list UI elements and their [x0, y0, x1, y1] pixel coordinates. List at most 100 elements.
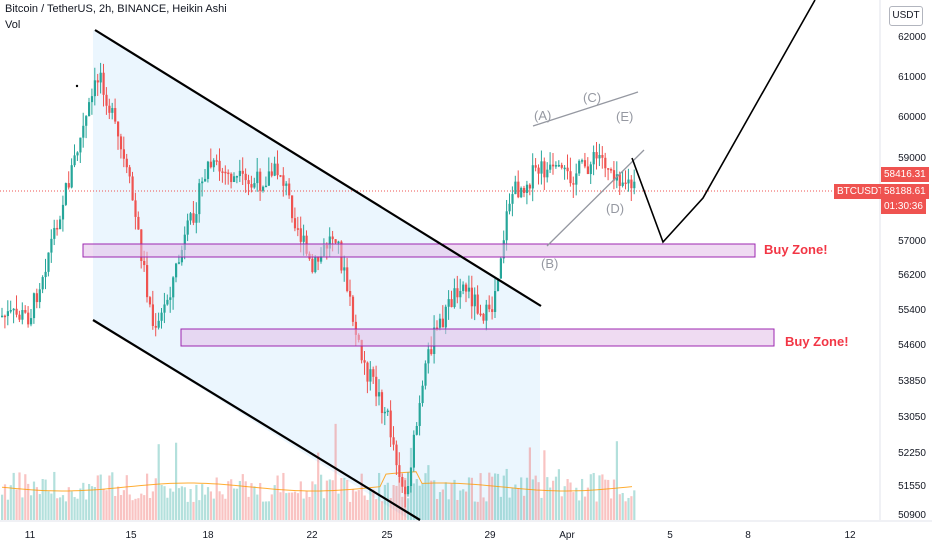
candle-body	[453, 288, 456, 308]
volume-bar	[241, 474, 244, 520]
candle-body	[447, 299, 450, 307]
volume-bar	[450, 483, 453, 520]
buy-zone-upper	[82, 243, 756, 258]
volume-bar	[38, 494, 41, 520]
volume-bar	[569, 482, 572, 520]
wave-label-d: (D)	[606, 201, 624, 216]
candle-body	[589, 164, 592, 175]
x-tick-label: 11	[25, 530, 36, 541]
volume-bar	[488, 472, 491, 520]
candle-body	[624, 182, 627, 185]
volume-bar	[250, 483, 253, 520]
volume-bar	[363, 495, 366, 520]
volume-bar	[525, 477, 529, 520]
candle-body	[119, 136, 123, 150]
volume-bar	[554, 476, 558, 520]
volume-bar	[35, 487, 38, 520]
volume-bar	[238, 480, 241, 520]
volume-bar	[578, 500, 581, 520]
candle-body	[189, 213, 192, 221]
volume-bar	[560, 496, 563, 520]
candle-body	[227, 172, 230, 175]
volume-bar	[583, 496, 587, 520]
volume-bar	[259, 482, 262, 520]
candle-body	[64, 183, 67, 205]
volume-bar	[18, 472, 21, 520]
candle-body	[102, 72, 105, 95]
volume-bar	[467, 477, 471, 520]
candle-body	[514, 181, 517, 195]
currency-unit-button[interactable]: USDT	[889, 6, 923, 26]
volume-bar	[99, 474, 102, 520]
candle-body	[96, 80, 99, 83]
y-tick-label: 51550	[898, 481, 926, 492]
candle-body	[262, 186, 265, 191]
volume-bar	[125, 475, 128, 520]
volume-bar	[351, 489, 355, 520]
candle-body	[50, 238, 53, 253]
volume-bar	[346, 480, 349, 520]
candle-body	[317, 257, 320, 262]
volume-bar	[418, 485, 421, 520]
volume-bar	[285, 493, 288, 520]
candle-body	[230, 173, 233, 183]
candle-body	[79, 137, 82, 153]
candle-body	[1, 315, 4, 318]
volume-bar	[311, 481, 314, 520]
candle-body	[122, 149, 125, 159]
volume-bar	[566, 479, 569, 520]
candle-body	[578, 160, 581, 174]
y-tick-label: 52250	[898, 448, 926, 459]
candle-body	[111, 108, 114, 113]
y-tick-layer: 62000 61000 60000 59000 57000 56200 55400 54600…	[898, 32, 926, 521]
volume-bar	[456, 499, 459, 520]
buy-zone-lower	[180, 328, 775, 347]
candle-body	[621, 182, 624, 186]
candle-body	[407, 486, 410, 495]
candle-body	[430, 349, 433, 355]
volume-bar	[76, 498, 79, 520]
candle-body	[221, 171, 224, 173]
volume-bar	[3, 484, 7, 520]
candle-body	[218, 160, 221, 172]
volume-bar	[30, 495, 33, 520]
x-tick-layer: 11 15 18 22 25 29 Apr 5 8 12	[25, 530, 856, 541]
candle-body	[520, 187, 523, 198]
candle-body	[488, 304, 491, 310]
candle-body	[299, 228, 302, 242]
wave-label-e: (E)	[616, 109, 633, 124]
volume-bar	[546, 477, 549, 520]
volume-bar	[395, 485, 398, 520]
volume-bar	[56, 498, 59, 520]
candle-body	[311, 258, 314, 273]
volume-bar	[282, 472, 285, 520]
x-tick-label: 12	[844, 530, 856, 541]
candle-body	[108, 105, 111, 113]
candle-body	[395, 444, 398, 466]
candle-body	[267, 171, 270, 186]
volume-bar	[262, 501, 265, 520]
candle-body	[592, 152, 595, 165]
candle-body	[253, 183, 256, 188]
candle-body	[554, 165, 558, 167]
candle-body	[346, 267, 349, 292]
candle-body	[154, 325, 157, 328]
volume-bar	[447, 499, 450, 520]
candle-body	[627, 179, 630, 184]
volume-bar	[308, 496, 311, 520]
volume-bar	[465, 491, 468, 520]
candle-body	[581, 160, 584, 162]
candle-body	[485, 304, 488, 321]
volume-bar	[392, 485, 395, 520]
candle-body	[90, 96, 94, 103]
volume-bar	[82, 482, 85, 520]
candle-body	[41, 277, 44, 290]
candle-body	[511, 194, 514, 204]
marker-dot	[75, 84, 79, 88]
volume-bar	[610, 498, 613, 520]
volume-bar	[148, 497, 152, 520]
volume-bar	[482, 497, 485, 520]
candle-body	[163, 304, 166, 313]
candle-body	[378, 392, 381, 397]
